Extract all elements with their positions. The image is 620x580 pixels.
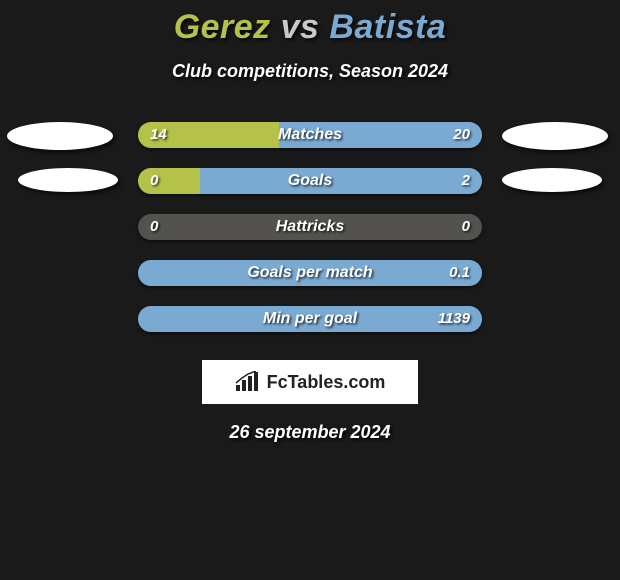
stat-bar: 14 Matches 20 xyxy=(138,122,482,148)
stat-right-value: 20 xyxy=(453,122,470,148)
stat-row: Min per goal 1139 xyxy=(0,306,620,352)
avatar-player2 xyxy=(502,168,602,192)
page-title: Gerez vs Batista xyxy=(0,8,620,47)
bar-chart-icon xyxy=(235,371,261,393)
stat-metric: Hattricks xyxy=(138,214,482,240)
attribution-text: FcTables.com xyxy=(267,372,386,393)
stat-right-value: 1139 xyxy=(438,306,470,332)
stat-row: 0 Goals 2 xyxy=(0,168,620,214)
stat-right-value: 2 xyxy=(462,168,470,194)
stat-row: 14 Matches 20 xyxy=(0,122,620,168)
stat-bar: 0 Hattricks 0 xyxy=(138,214,482,240)
stat-metric: Matches xyxy=(138,122,482,148)
avatar-player2 xyxy=(502,122,608,150)
stat-row: Goals per match 0.1 xyxy=(0,260,620,306)
date-label: 26 september 2024 xyxy=(0,422,620,443)
title-player1: Gerez xyxy=(174,8,271,46)
stat-row: 0 Hattricks 0 xyxy=(0,214,620,260)
stat-right-value: 0 xyxy=(462,214,470,240)
stat-metric: Min per goal xyxy=(138,306,482,332)
comparison-container: Gerez vs Batista Club competitions, Seas… xyxy=(0,0,620,443)
stat-bar: Goals per match 0.1 xyxy=(138,260,482,286)
stat-right-value: 0.1 xyxy=(449,260,470,286)
title-player2: Batista xyxy=(329,8,446,46)
attribution-badge[interactable]: FcTables.com xyxy=(202,360,418,404)
stat-bar: Min per goal 1139 xyxy=(138,306,482,332)
stat-metric: Goals xyxy=(138,168,482,194)
stat-metric: Goals per match xyxy=(138,260,482,286)
subtitle: Club competitions, Season 2024 xyxy=(0,61,620,82)
title-vs: vs xyxy=(281,8,320,46)
avatar-player1 xyxy=(18,168,118,192)
stat-bar: 0 Goals 2 xyxy=(138,168,482,194)
avatar-player1 xyxy=(7,122,113,150)
